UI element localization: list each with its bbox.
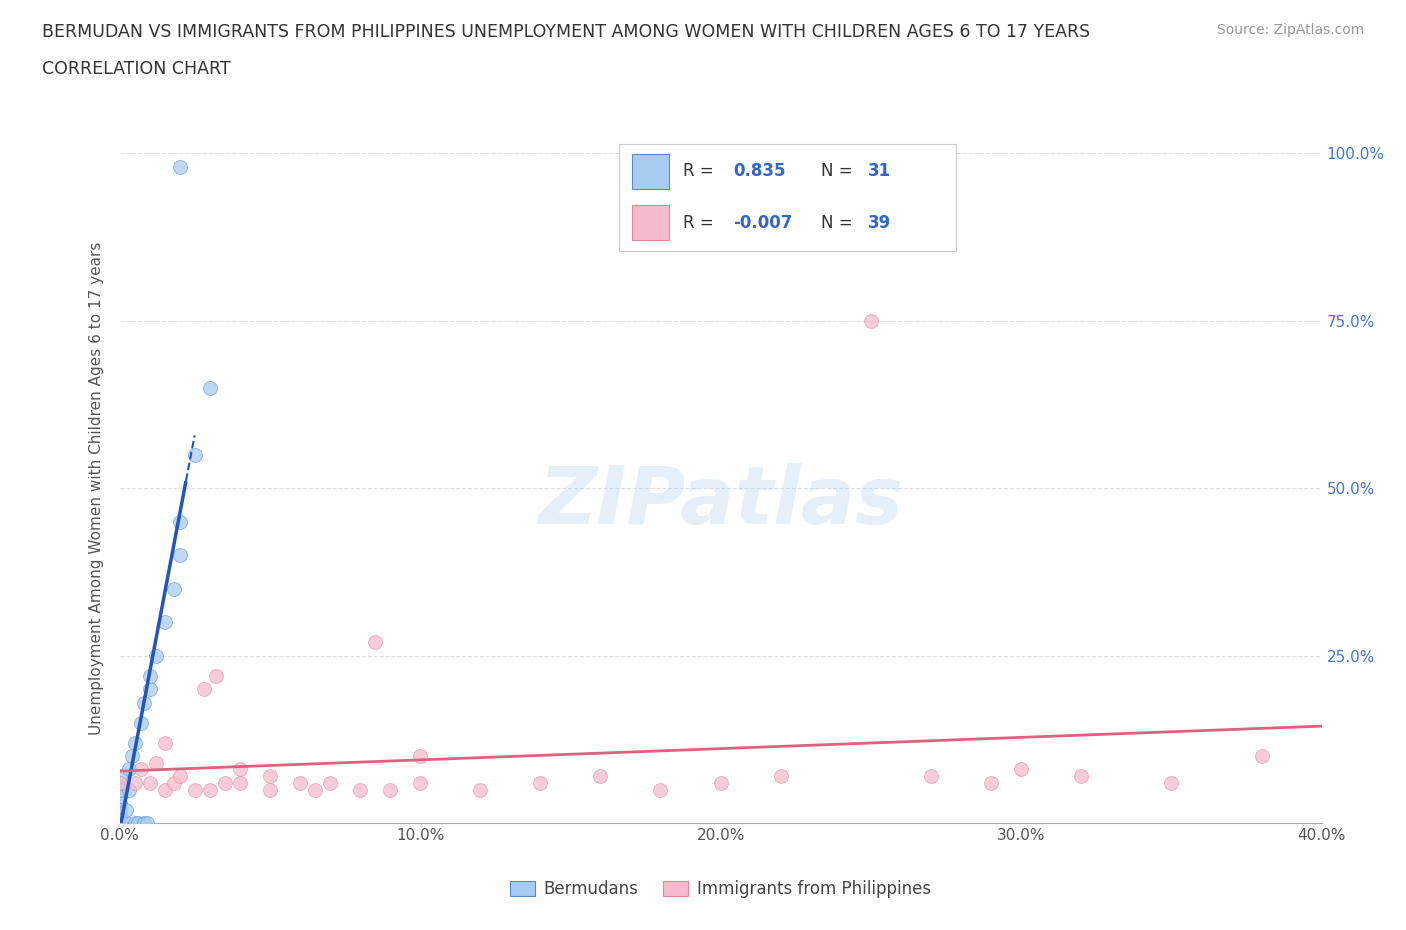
Point xyxy=(980,776,1002,790)
Point xyxy=(319,776,342,790)
Point xyxy=(108,795,131,810)
Point xyxy=(117,782,139,797)
Point xyxy=(169,159,191,174)
Point xyxy=(145,755,167,770)
Point xyxy=(117,762,139,777)
Text: 0.835: 0.835 xyxy=(734,163,786,180)
Point xyxy=(378,782,401,797)
Point xyxy=(121,749,143,764)
Text: N =: N = xyxy=(821,163,858,180)
Point xyxy=(162,581,184,596)
Point xyxy=(349,782,371,797)
Point xyxy=(108,782,131,797)
Point xyxy=(409,749,432,764)
Point xyxy=(198,380,221,395)
Point xyxy=(920,769,942,784)
Point xyxy=(114,816,136,830)
Point xyxy=(214,776,236,790)
Point xyxy=(228,776,252,790)
Text: -0.007: -0.007 xyxy=(734,214,793,232)
Point xyxy=(1010,762,1032,777)
Text: 39: 39 xyxy=(869,214,891,232)
Point xyxy=(228,762,252,777)
Point xyxy=(124,816,146,830)
Point xyxy=(364,635,387,650)
Point xyxy=(288,776,311,790)
Text: BERMUDAN VS IMMIGRANTS FROM PHILIPPINES UNEMPLOYMENT AMONG WOMEN WITH CHILDREN A: BERMUDAN VS IMMIGRANTS FROM PHILIPPINES … xyxy=(42,23,1090,41)
Point xyxy=(138,776,160,790)
Point xyxy=(132,695,155,710)
Point xyxy=(169,769,191,784)
Text: 31: 31 xyxy=(869,163,891,180)
Point xyxy=(138,682,160,697)
Y-axis label: Unemployment Among Women with Children Ages 6 to 17 years: Unemployment Among Women with Children A… xyxy=(89,242,104,735)
Point xyxy=(124,736,146,751)
Point xyxy=(108,816,131,830)
Point xyxy=(153,782,176,797)
Text: N =: N = xyxy=(821,214,858,232)
Point xyxy=(108,816,131,830)
Point xyxy=(1070,769,1092,784)
Point xyxy=(153,736,176,751)
Text: R =: R = xyxy=(683,163,718,180)
Point xyxy=(114,803,136,817)
Point xyxy=(135,816,157,830)
Point xyxy=(129,762,152,777)
Bar xyxy=(633,153,669,189)
Point xyxy=(183,447,205,462)
Point xyxy=(145,648,167,663)
Point xyxy=(162,776,184,790)
Point xyxy=(650,782,672,797)
Point xyxy=(138,669,160,684)
Point xyxy=(304,782,326,797)
Text: CORRELATION CHART: CORRELATION CHART xyxy=(42,60,231,78)
Point xyxy=(468,782,492,797)
Point xyxy=(709,776,731,790)
Point xyxy=(108,803,131,817)
Point xyxy=(124,776,146,790)
Point xyxy=(108,776,131,790)
Point xyxy=(183,782,205,797)
Point xyxy=(198,782,221,797)
Text: R =: R = xyxy=(683,214,718,232)
Text: ZIPatlas: ZIPatlas xyxy=(538,462,903,540)
Point xyxy=(859,313,882,328)
Point xyxy=(204,669,226,684)
Bar xyxy=(633,206,669,241)
Point xyxy=(169,548,191,563)
Legend: Bermudans, Immigrants from Philippines: Bermudans, Immigrants from Philippines xyxy=(503,874,938,905)
Point xyxy=(259,782,281,797)
Point xyxy=(409,776,432,790)
Point xyxy=(153,615,176,630)
Point xyxy=(529,776,551,790)
Point xyxy=(589,769,612,784)
Point xyxy=(108,776,131,790)
Point xyxy=(169,514,191,529)
Point xyxy=(132,816,155,830)
Point xyxy=(769,769,792,784)
Point xyxy=(129,715,152,730)
Point xyxy=(1160,776,1182,790)
Point xyxy=(108,809,131,824)
Point xyxy=(259,769,281,784)
Point xyxy=(108,809,131,824)
Text: Source: ZipAtlas.com: Source: ZipAtlas.com xyxy=(1216,23,1364,37)
Point xyxy=(108,789,131,804)
Point xyxy=(193,682,215,697)
Point xyxy=(127,816,149,830)
Point xyxy=(1250,749,1272,764)
Point xyxy=(108,769,131,784)
